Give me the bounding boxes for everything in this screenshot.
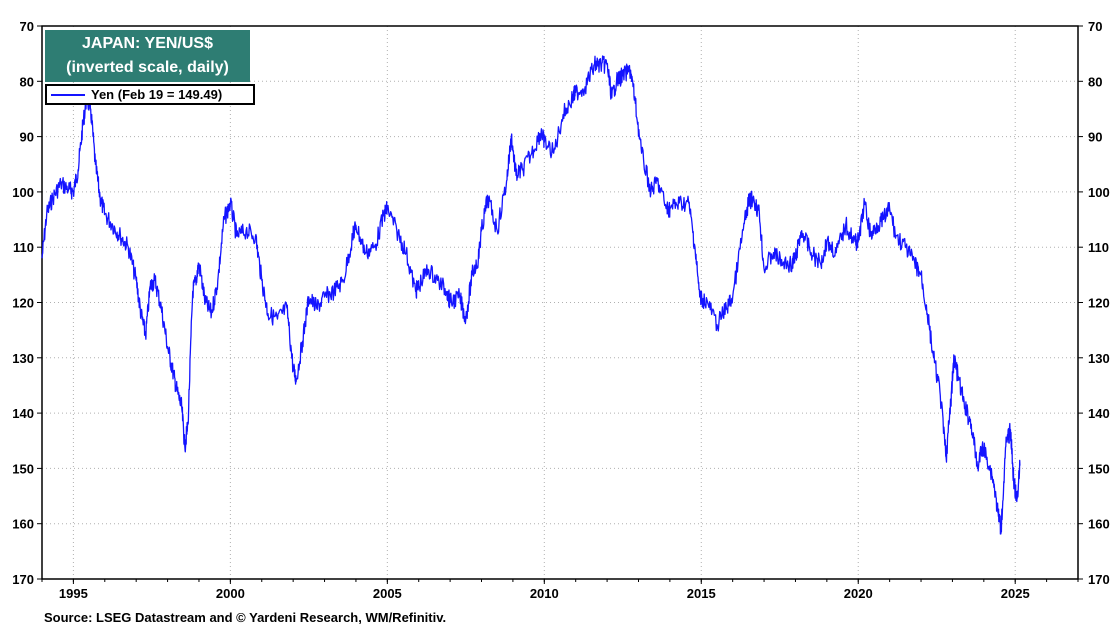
x-tick-label: 2005: [373, 586, 402, 601]
chart-subtitle: (inverted scale, daily): [66, 59, 229, 76]
legend-label: Yen (Feb 19 = 149.49): [91, 87, 223, 102]
y-tick-label-right: 130: [1088, 351, 1110, 366]
y-tick-label-left: 140: [12, 406, 34, 421]
source-note: Source: LSEG Datastream and © Yardeni Re…: [44, 610, 447, 625]
y-tick-label-left: 80: [20, 74, 34, 89]
x-tick-label: 2010: [530, 586, 559, 601]
x-tick-label: 2015: [687, 586, 716, 601]
x-tick-label: 2020: [844, 586, 873, 601]
y-tick-label-left: 70: [20, 19, 34, 34]
chart-title: JAPAN: YEN/US$: [82, 35, 213, 52]
y-tick-label-right: 110: [1088, 240, 1109, 255]
y-tick-label-right: 160: [1088, 517, 1110, 532]
y-tick-label-right: 170: [1088, 572, 1110, 587]
x-tick-label: 2000: [216, 586, 245, 601]
y-tick-label-left: 130: [12, 351, 34, 366]
y-tick-label-left: 170: [12, 572, 34, 587]
y-tick-label-left: 90: [20, 130, 34, 145]
plot-frame: [41, 25, 1079, 580]
y-tick-label-left: 160: [12, 517, 34, 532]
legend: Yen (Feb 19 = 149.49): [45, 84, 255, 105]
y-tick-label-right: 120: [1088, 296, 1110, 311]
y-tick-label-right: 90: [1088, 130, 1102, 145]
chart-title-box: JAPAN: YEN/US$ (inverted scale, daily): [45, 30, 250, 82]
y-tick-label-right: 150: [1088, 461, 1110, 476]
y-tick-label-right: 70: [1088, 19, 1102, 34]
x-tick-label: 2025: [1001, 586, 1030, 601]
y-tick-label-left: 110: [13, 240, 34, 255]
y-tick-label-left: 100: [12, 185, 34, 200]
legend-line-swatch: [51, 93, 85, 96]
series-line-yen: [41, 55, 1021, 535]
y-tick-label-right: 100: [1088, 185, 1110, 200]
y-tick-label-right: 140: [1088, 406, 1110, 421]
x-tick-label: 1995: [59, 586, 88, 601]
y-tick-label-left: 120: [12, 296, 34, 311]
y-tick-label-left: 150: [12, 461, 34, 476]
y-tick-label-right: 80: [1088, 74, 1102, 89]
